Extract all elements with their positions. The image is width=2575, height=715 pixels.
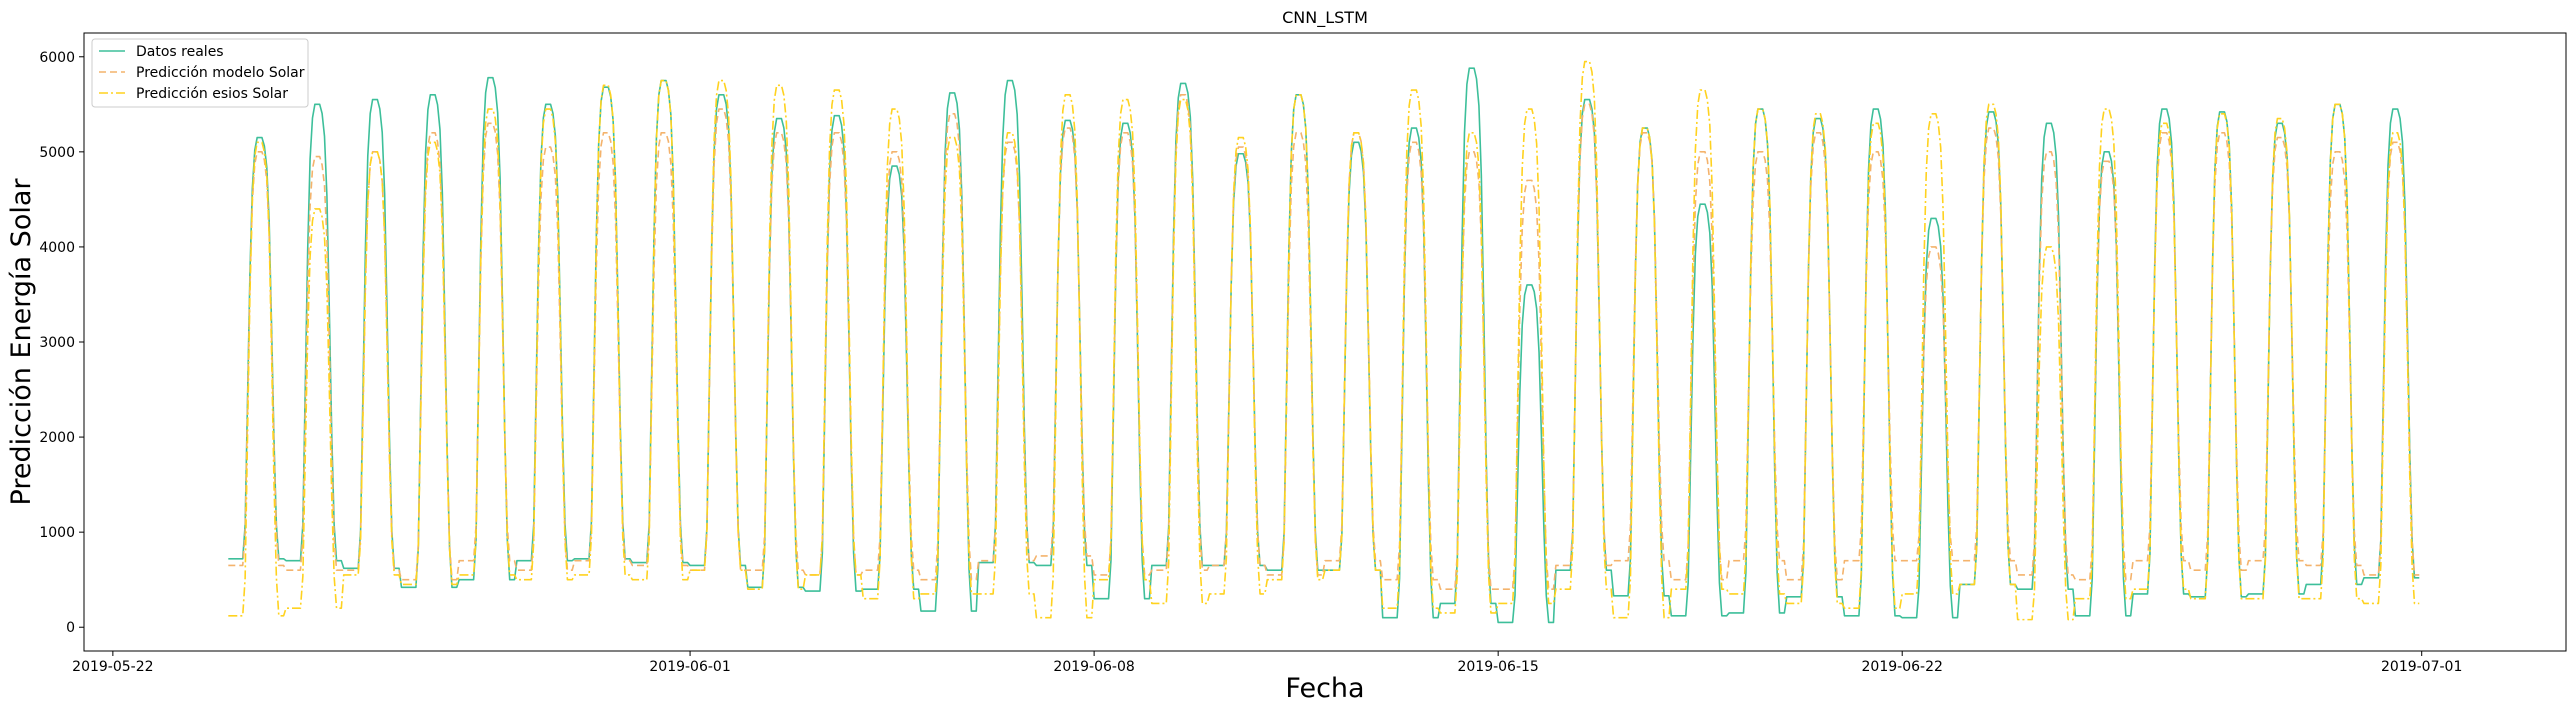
chart-title: CNN_LSTM [1282, 8, 1368, 28]
y-tick-label: 1000 [39, 525, 75, 541]
y-axis-label: Predicción Energía Solar [6, 178, 37, 506]
legend-entries: Datos reales Predicción modelo Solar Predi… [99, 44, 305, 102]
y-tick-layer: 0 1000 2000 3000 4000 5000 6000 [39, 50, 84, 636]
series-line-2 [228, 60, 2420, 621]
legend-box [91, 38, 309, 108]
legend-label: Predicción modelo Solar [136, 65, 305, 81]
legend: Datos reales Predicción modelo Solar Predi… [91, 38, 309, 108]
x-tick-label: 2019-05-22 [72, 659, 153, 675]
x-tick-layer: 2019-05-22 2019-06-01 2019-06-08 2019-06-15… [72, 651, 2462, 675]
x-tick-label: 2019-06-01 [649, 659, 730, 675]
y-tick-label: 3000 [39, 335, 75, 351]
y-tick-label: 4000 [39, 240, 75, 256]
x-tick-label: 2019-06-15 [1457, 659, 1538, 675]
x-axis-label: Fecha [1285, 673, 1364, 704]
series-layer [228, 60, 2420, 624]
y-tick-label: 0 [66, 620, 75, 636]
x-tick-label: 2019-07-01 [2381, 659, 2462, 675]
y-tick-label: 2000 [39, 430, 75, 446]
x-tick-label: 2019-06-08 [1053, 659, 1134, 675]
legend-label: Datos reales [136, 44, 224, 60]
plot-area [83, 32, 2567, 652]
y-tick-label: 5000 [39, 145, 75, 161]
y-tick-label: 6000 [39, 50, 75, 66]
legend-label: Predicción esios Solar [136, 86, 288, 102]
x-tick-label: 2019-06-22 [1862, 659, 1943, 675]
